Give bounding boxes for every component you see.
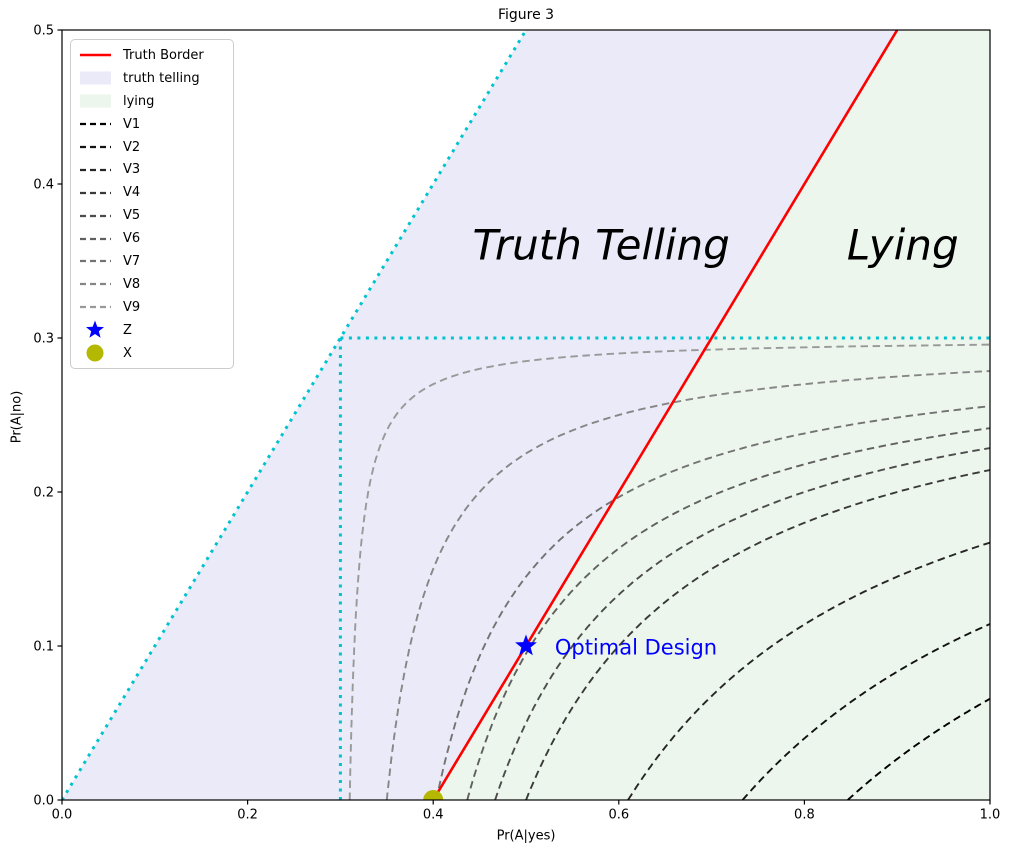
legend-item-v8: V8 [78,273,233,296]
legend: Truth Border truth telling lying V1 V2 V3 V4 V5… [70,39,234,370]
contour-v8 [385,370,990,800]
y-tick-label: 0.1 [33,640,54,655]
marker-x-dot-icon [423,790,444,800]
legend-item-label: lying [123,93,155,109]
y-tick-label: 0.0 [33,794,54,809]
dashed-line-swatch-icon [80,123,111,126]
guide-line-diagonal-y-x [62,30,528,800]
legend-item-z: Z [78,319,233,342]
legend-item-label: V8 [123,276,141,292]
x-tick-label: 0.2 [237,808,258,823]
legend-item-v6: V6 [78,227,233,250]
legend-item-label: X [123,345,132,361]
dashed-line-swatch-icon [80,191,111,194]
legend-item-label: V5 [123,208,141,224]
contour-v2 [741,623,990,800]
y-tick-label: 0.2 [33,486,54,501]
legend-item-truth-border: Truth Border [78,44,233,67]
x-tick-label: 0.8 [794,808,815,823]
contour-v3 [627,541,990,800]
contour-v9 [348,343,990,800]
legend-item-label: V9 [123,299,141,315]
marker-z-star-icon [515,634,537,656]
dashed-line-swatch-icon [80,237,111,240]
legend-item-label: Truth Border [123,47,204,63]
annotation-truth-telling: Truth Telling [472,220,730,270]
legend-item-label: truth telling [123,70,200,86]
contour-v5 [494,447,990,800]
contour-v7 [435,405,990,800]
legend-item-label: Z [123,322,132,338]
contour-v1 [847,697,990,800]
legend-item-label: V2 [123,139,141,155]
x-tick-label: 0.6 [608,808,629,823]
legend-item-v9: V9 [78,296,233,319]
axes-frame [61,29,991,801]
legend-item-v3: V3 [78,158,233,181]
truth-border-line [432,30,899,800]
x-tick-label: 0.4 [423,808,444,823]
annotation-optimal-design: Optimal Design [554,635,718,660]
dot-swatch-icon [86,344,104,362]
legend-item-label: V3 [123,162,141,178]
legend-item-label: V1 [123,116,141,132]
patch-swatch-icon [80,94,111,108]
y-tick-label: 0.4 [33,178,54,193]
legend-item-v4: V4 [78,181,233,204]
patch-swatch-icon [80,71,111,85]
legend-item-label: V4 [123,185,141,201]
contour-v4 [525,469,990,800]
solid-line-swatch-icon [80,54,111,57]
legend-item-x: X [78,342,233,365]
y-tick-label: 0.3 [33,332,54,347]
legend-item-truth-telling: truth telling [78,67,233,90]
dashed-line-swatch-icon [80,214,111,217]
region-lying [433,30,990,800]
dashed-line-swatch-icon [80,283,111,286]
x-tick-label: 0.0 [52,808,73,823]
legend-item-v1: V1 [78,113,233,136]
dashed-line-swatch-icon [80,145,111,149]
star-swatch-icon [86,320,104,338]
x-axis-label: Pr(A|yes) [496,828,556,844]
plot-data-layer [62,30,990,800]
legend-item-v7: V7 [78,250,233,273]
legend-item-lying: lying [78,90,233,113]
dashed-line-swatch-icon [80,260,111,263]
region-truth-telling [62,30,898,800]
dashed-line-swatch-icon [80,306,111,309]
dashed-line-swatch-icon [80,168,111,171]
legend-item-label: V7 [123,253,141,269]
legend-item-v5: V5 [78,204,233,227]
y-tick-label: 0.5 [33,24,54,39]
contour-v6 [466,427,990,800]
legend-item-label: V6 [123,231,141,247]
legend-item-v2: V2 [78,136,233,159]
x-tick-label: 1.0 [980,808,1001,823]
annotation-lying: Lying [846,220,959,270]
figure-title: Figure 3 [497,7,555,23]
